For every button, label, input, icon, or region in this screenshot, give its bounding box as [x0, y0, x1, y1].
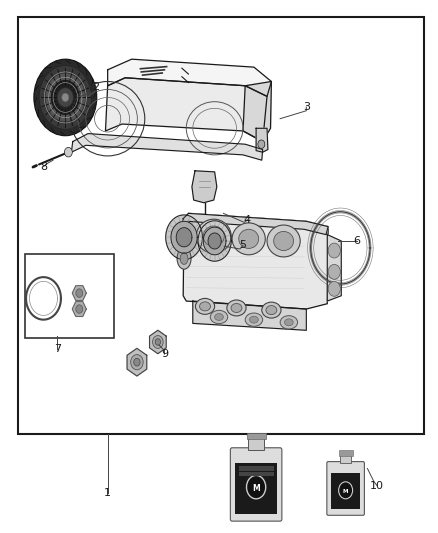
- Text: 2: 2: [92, 82, 99, 92]
- Ellipse shape: [245, 313, 263, 326]
- Ellipse shape: [195, 298, 215, 314]
- Circle shape: [64, 148, 72, 157]
- Text: 5: 5: [240, 240, 247, 250]
- Polygon shape: [198, 221, 231, 261]
- Ellipse shape: [280, 316, 297, 329]
- Polygon shape: [108, 59, 272, 96]
- Polygon shape: [127, 349, 147, 376]
- Bar: [339, 450, 353, 456]
- Bar: [235, 463, 277, 514]
- Polygon shape: [182, 213, 328, 235]
- Ellipse shape: [210, 310, 228, 324]
- Ellipse shape: [196, 219, 231, 253]
- Ellipse shape: [203, 226, 224, 246]
- Polygon shape: [327, 235, 341, 301]
- Circle shape: [76, 289, 83, 297]
- Polygon shape: [176, 228, 192, 247]
- Bar: [25, 254, 114, 338]
- Bar: [18, 17, 424, 434]
- Circle shape: [339, 482, 353, 499]
- Ellipse shape: [285, 319, 293, 326]
- Polygon shape: [192, 171, 217, 203]
- Polygon shape: [72, 286, 86, 301]
- Circle shape: [57, 88, 73, 107]
- Polygon shape: [193, 301, 306, 330]
- Ellipse shape: [250, 316, 258, 323]
- Text: 1: 1: [104, 489, 111, 498]
- Ellipse shape: [262, 302, 281, 318]
- Circle shape: [131, 354, 143, 370]
- Text: 6: 6: [353, 236, 360, 246]
- Circle shape: [34, 59, 97, 136]
- Polygon shape: [71, 134, 263, 160]
- Circle shape: [62, 93, 69, 102]
- Circle shape: [247, 475, 266, 499]
- Circle shape: [39, 66, 92, 130]
- Circle shape: [45, 73, 85, 122]
- Circle shape: [134, 358, 140, 366]
- FancyBboxPatch shape: [230, 448, 282, 521]
- Bar: [239, 473, 274, 475]
- Polygon shape: [203, 227, 226, 255]
- Text: 3: 3: [303, 102, 310, 112]
- Circle shape: [76, 305, 83, 313]
- Circle shape: [328, 243, 340, 258]
- Text: M: M: [343, 489, 348, 495]
- Text: 10: 10: [370, 481, 384, 490]
- Bar: [340, 455, 351, 463]
- Circle shape: [328, 281, 340, 296]
- Bar: [247, 433, 266, 439]
- Circle shape: [51, 80, 79, 115]
- Ellipse shape: [180, 253, 188, 264]
- Polygon shape: [171, 221, 197, 253]
- FancyBboxPatch shape: [327, 462, 364, 515]
- Text: 9: 9: [161, 349, 168, 359]
- Ellipse shape: [177, 248, 191, 269]
- Text: M: M: [252, 484, 260, 493]
- Ellipse shape: [239, 229, 259, 248]
- Ellipse shape: [267, 225, 300, 257]
- Circle shape: [152, 336, 163, 349]
- Bar: [239, 466, 274, 469]
- Circle shape: [258, 140, 265, 149]
- Bar: [239, 474, 274, 477]
- Ellipse shape: [215, 313, 223, 320]
- Bar: [248, 438, 264, 450]
- Ellipse shape: [266, 305, 277, 314]
- Polygon shape: [183, 213, 328, 309]
- Circle shape: [328, 264, 340, 279]
- Polygon shape: [243, 82, 272, 142]
- Polygon shape: [166, 215, 202, 260]
- Ellipse shape: [200, 302, 211, 311]
- Polygon shape: [72, 302, 86, 317]
- Polygon shape: [149, 330, 166, 354]
- Polygon shape: [256, 128, 268, 152]
- Circle shape: [155, 338, 161, 345]
- Ellipse shape: [231, 303, 242, 312]
- Bar: [239, 469, 274, 471]
- Text: 7: 7: [54, 344, 61, 354]
- Polygon shape: [208, 233, 221, 249]
- Bar: [331, 473, 360, 510]
- Text: 8: 8: [40, 161, 47, 172]
- Polygon shape: [106, 78, 267, 142]
- Bar: [239, 472, 274, 474]
- Ellipse shape: [232, 223, 265, 255]
- Ellipse shape: [274, 231, 293, 251]
- Ellipse shape: [227, 300, 246, 316]
- Text: 4: 4: [244, 215, 251, 225]
